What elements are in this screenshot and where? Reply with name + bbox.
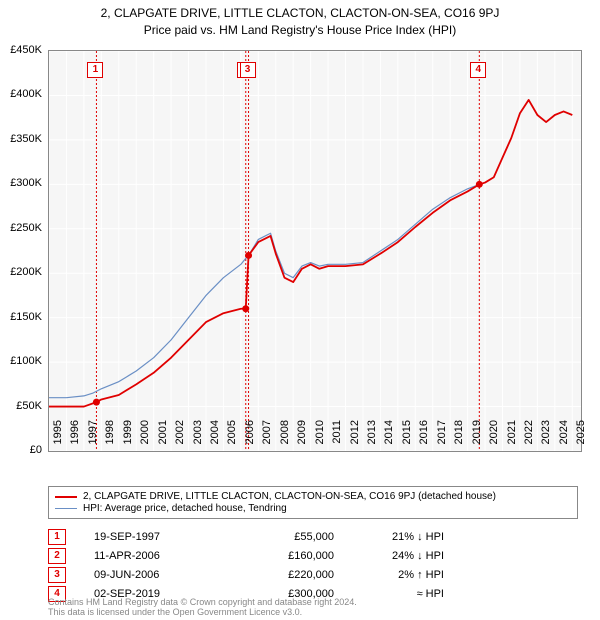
sale-date: 09-JUN-2006 — [94, 569, 234, 581]
x-axis-label: 2013 — [366, 420, 378, 454]
y-axis-label: £250K — [2, 222, 42, 234]
x-axis-label: 2002 — [174, 420, 186, 454]
x-axis-label: 2011 — [331, 420, 343, 454]
x-axis-label: 2004 — [209, 420, 221, 454]
legend-swatch-hpi — [55, 508, 77, 509]
x-axis-label: 2003 — [192, 420, 204, 454]
x-axis-label: 2023 — [540, 420, 552, 454]
sale-marker: 4 — [470, 62, 486, 78]
y-axis-label: £300K — [2, 177, 42, 189]
x-axis-label: 2020 — [488, 420, 500, 454]
table-row: 1 19-SEP-1997£55,00021% ↓ HPI — [48, 529, 578, 545]
sale-marker: 3 — [240, 62, 256, 78]
title-block: 2, CLAPGATE DRIVE, LITTLE CLACTON, CLACT… — [0, 0, 600, 37]
legend-row: 2, CLAPGATE DRIVE, LITTLE CLACTON, CLACT… — [55, 491, 571, 502]
y-axis-label: £100K — [2, 355, 42, 367]
y-axis-label: £350K — [2, 133, 42, 145]
x-axis-label: 2007 — [261, 420, 273, 454]
y-axis-label: £50K — [2, 400, 42, 412]
y-axis-label: £450K — [2, 44, 42, 56]
x-axis-label: 2018 — [453, 420, 465, 454]
x-axis-label: 2006 — [244, 420, 256, 454]
sale-marker: 2 — [48, 548, 66, 564]
sale-table: 1 19-SEP-1997£55,00021% ↓ HPI 2 11-APR-2006… — [48, 526, 578, 605]
plot-area — [48, 50, 582, 452]
x-axis-label: 1997 — [87, 420, 99, 454]
x-axis-label: 2010 — [314, 420, 326, 454]
sale-marker: 3 — [48, 567, 66, 583]
x-axis-label: 2005 — [226, 420, 238, 454]
x-axis-label: 1999 — [122, 420, 134, 454]
sale-date: 19-SEP-1997 — [94, 531, 234, 543]
sale-price: £55,000 — [234, 531, 334, 543]
legend-label: 2, CLAPGATE DRIVE, LITTLE CLACTON, CLACT… — [83, 491, 496, 502]
y-axis-label: £0 — [2, 444, 42, 456]
title-address: 2, CLAPGATE DRIVE, LITTLE CLACTON, CLACT… — [0, 6, 600, 20]
x-axis-label: 1996 — [69, 420, 81, 454]
plot-svg — [49, 51, 581, 451]
sale-marker: 1 — [87, 62, 103, 78]
y-axis-label: £400K — [2, 88, 42, 100]
sale-price: £220,000 — [234, 569, 334, 581]
footer: Contains HM Land Registry data © Crown c… — [48, 598, 578, 618]
x-axis-label: 2009 — [296, 420, 308, 454]
x-axis-label: 2001 — [157, 420, 169, 454]
x-axis-label: 2021 — [506, 420, 518, 454]
sale-date: 11-APR-2006 — [94, 550, 234, 562]
legend: 2, CLAPGATE DRIVE, LITTLE CLACTON, CLACT… — [48, 486, 578, 519]
sale-price: £160,000 — [234, 550, 334, 562]
table-row: 3 09-JUN-2006£220,0002% ↑ HPI — [48, 567, 578, 583]
x-axis-label: 2025 — [575, 420, 587, 454]
title-subtitle: Price paid vs. HM Land Registry's House … — [0, 23, 600, 37]
x-axis-label: 1998 — [104, 420, 116, 454]
legend-row: HPI: Average price, detached house, Tend… — [55, 503, 571, 514]
chart-container: 2, CLAPGATE DRIVE, LITTLE CLACTON, CLACT… — [0, 0, 600, 620]
x-axis-label: 2024 — [558, 420, 570, 454]
legend-label: HPI: Average price, detached house, Tend… — [83, 503, 287, 514]
x-axis-label: 2019 — [471, 420, 483, 454]
sale-delta: 2% ↑ HPI — [334, 569, 444, 581]
y-axis-label: £150K — [2, 311, 42, 323]
table-row: 2 11-APR-2006£160,00024% ↓ HPI — [48, 548, 578, 564]
y-axis-label: £200K — [2, 266, 42, 278]
x-axis-label: 2008 — [279, 420, 291, 454]
sale-marker: 1 — [48, 529, 66, 545]
x-axis-label: 2016 — [418, 420, 430, 454]
plot-wrap: £0£50K£100K£150K£200K£250K£300K£350K£400… — [48, 50, 580, 450]
sale-delta: 21% ↓ HPI — [334, 531, 444, 543]
x-axis-label: 2015 — [401, 420, 413, 454]
x-axis-label: 1995 — [52, 420, 64, 454]
legend-swatch-price-paid — [55, 496, 77, 498]
x-axis-label: 2022 — [523, 420, 535, 454]
sale-delta: 24% ↓ HPI — [334, 550, 444, 562]
x-axis-label: 2014 — [383, 420, 395, 454]
x-axis-label: 2000 — [139, 420, 151, 454]
x-axis-label: 2012 — [349, 420, 361, 454]
x-axis-label: 2017 — [436, 420, 448, 454]
footer-line: This data is licensed under the Open Gov… — [48, 608, 578, 618]
